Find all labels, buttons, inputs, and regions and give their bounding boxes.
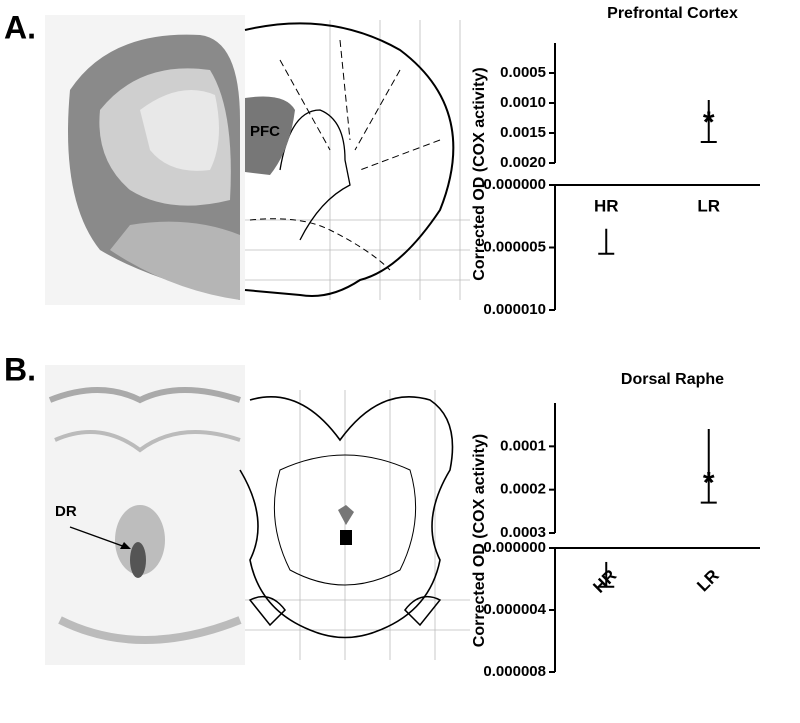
y-tick-label: 0.000000 [483, 539, 546, 556]
y-tick-label: 0.000005 [483, 238, 546, 255]
panel-label: B. [4, 351, 36, 387]
chart-title: Prefrontal Cortex [607, 5, 738, 22]
y-axis-title: Corrected OD (COX activity) [471, 434, 488, 647]
significance-marker: * [703, 467, 715, 500]
x-tick-label: HR [594, 196, 619, 215]
brain-section-b [45, 365, 245, 665]
x-tick-label: LR [697, 196, 720, 215]
x-tick-label: HR [589, 566, 620, 597]
y-tick-label: 0.0020 [500, 154, 546, 171]
brain-section-a [45, 15, 245, 305]
y-tick-label: 0.0002 [500, 481, 546, 498]
y-tick-label: 0.0010 [500, 94, 546, 111]
y-tick-label: 0.000000 [483, 176, 546, 193]
panel-label: A. [4, 9, 36, 45]
y-tick-label: 0.0003 [500, 524, 546, 541]
x-tick-label: LR [693, 566, 722, 595]
region-label: DR [55, 503, 77, 520]
y-tick-label: 0.0005 [500, 64, 546, 81]
region-label: PFC [250, 123, 280, 140]
y-tick-label: 0.000008 [483, 663, 546, 680]
atlas-a [244, 15, 475, 305]
y-tick-label: 0.000004 [483, 601, 546, 618]
y-tick-label: 0.000010 [483, 301, 546, 318]
significance-marker: * [703, 106, 715, 139]
y-tick-label: 0.0001 [500, 437, 546, 454]
arrow [69, 526, 131, 549]
chart-title: Dorsal Raphe [621, 371, 724, 388]
y-tick-label: 0.0015 [500, 124, 546, 141]
y-axis-title: Corrected OD (COX activity) [471, 67, 488, 280]
atlas-b [239, 385, 475, 665]
